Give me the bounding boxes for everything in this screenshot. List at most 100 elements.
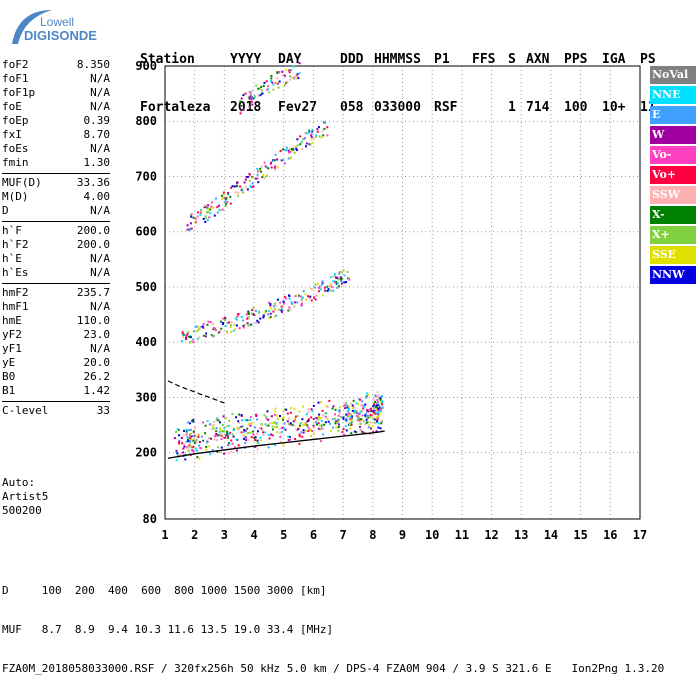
echo-point <box>237 194 240 197</box>
echo-point <box>285 81 288 84</box>
echo-point <box>323 423 326 426</box>
echo-point <box>254 177 257 180</box>
echo-point <box>191 338 194 341</box>
echo-point <box>293 151 296 154</box>
echo-point <box>274 308 277 311</box>
echo-point <box>364 415 367 418</box>
echo-point <box>289 438 292 441</box>
echo-point <box>333 280 336 283</box>
echo-point <box>339 271 342 274</box>
echo-point <box>260 89 263 92</box>
echo-point <box>263 414 266 417</box>
echo-point <box>298 72 301 75</box>
echo-point <box>275 422 278 425</box>
echo-point <box>222 193 225 196</box>
echo-point <box>349 413 352 416</box>
echo-point <box>246 431 249 434</box>
echo-point <box>188 444 191 447</box>
echo-point <box>264 431 267 434</box>
echo-point <box>214 329 217 332</box>
echo-point <box>250 100 253 103</box>
echo-point <box>242 319 245 322</box>
echo-point <box>262 84 265 87</box>
echo-point <box>215 427 218 430</box>
param-name: h`E <box>2 252 22 265</box>
param-row-fof2: foF2 8.350 <box>2 58 110 72</box>
echo-point <box>381 400 384 403</box>
echo-point <box>319 417 322 420</box>
echo-point <box>269 303 272 306</box>
param-value: N/A <box>90 142 110 155</box>
echo-point <box>212 427 215 430</box>
echo-point <box>227 444 230 447</box>
header-label-day: DAY <box>278 52 302 67</box>
param-name: fxI <box>2 128 22 141</box>
echo-point <box>216 439 219 442</box>
echo-point <box>323 289 326 292</box>
legend: NoVal NNE E W Vo- Vo+ SSW X- X+ SSE NNW <box>650 66 696 286</box>
echo-point <box>352 399 355 402</box>
echo-point <box>186 446 189 449</box>
echo-point <box>307 408 310 411</box>
echo-point <box>254 426 257 429</box>
echo-point <box>244 185 247 188</box>
echo-point <box>377 401 380 404</box>
echo-point <box>217 434 220 437</box>
echo-point <box>317 290 320 293</box>
header-values: Fortaleza 2018 Fev27 058 033000 RSF 1 71… <box>140 100 664 116</box>
echo-point <box>359 422 362 425</box>
echo-point <box>191 340 194 343</box>
echo-point <box>215 432 218 435</box>
echo-point <box>308 129 311 132</box>
echo-point <box>293 407 296 410</box>
scaled-parameters-panel: foF2 8.350 foF1 N/A foF1p N/A foE N/A foEp 0.39 fx… <box>2 58 110 418</box>
autoscaling-info: Auto: Artist5 500200 <box>2 476 48 518</box>
echo-point <box>256 167 259 170</box>
y-tick-label: 900 <box>135 59 157 73</box>
header-label-p1: P1 <box>434 52 450 67</box>
echo-point <box>336 286 339 289</box>
echo-point <box>294 295 297 298</box>
echo-point <box>343 281 346 284</box>
echo-point <box>204 424 207 427</box>
echo-point <box>375 430 378 433</box>
header-label-station: Station <box>140 52 195 67</box>
echo-point <box>298 435 301 438</box>
echo-point <box>204 205 207 208</box>
echo-point <box>367 393 370 396</box>
echo-point <box>291 302 294 305</box>
echo-point <box>206 219 209 222</box>
echo-point <box>239 112 242 115</box>
echo-point <box>355 414 358 417</box>
echo-point <box>337 278 340 281</box>
param-row-md: M(D) 4.00 <box>2 190 110 204</box>
echo-point <box>317 126 320 129</box>
echo-point <box>373 412 376 415</box>
echo-point <box>259 169 262 172</box>
echo-point <box>181 442 184 445</box>
echo-point <box>320 425 323 428</box>
echo-point <box>321 294 324 297</box>
echo-point <box>274 82 277 85</box>
echo-point <box>192 420 195 423</box>
echo-point <box>262 174 265 177</box>
echo-point <box>251 90 254 93</box>
echo-point <box>213 214 216 217</box>
echo-point <box>348 423 351 426</box>
header-value-ddd: 058 <box>340 100 364 115</box>
echo-point <box>333 281 336 284</box>
x-tick-label: 1 <box>161 528 168 542</box>
echo-point <box>189 428 192 431</box>
echo-point <box>319 428 322 431</box>
echo-point <box>224 319 227 322</box>
echo-point <box>307 295 310 298</box>
y-tick-label: 200 <box>135 446 157 460</box>
echo-point <box>176 428 179 431</box>
echo-point <box>349 419 352 422</box>
echo-point <box>268 91 271 94</box>
echo-point <box>244 441 247 444</box>
echo-point <box>309 295 312 298</box>
echo-point <box>282 74 285 77</box>
echo-point <box>364 396 367 399</box>
muf-line: MUF 8.7 8.9 9.4 10.3 11.6 13.5 19.0 33.4… <box>2 623 334 636</box>
